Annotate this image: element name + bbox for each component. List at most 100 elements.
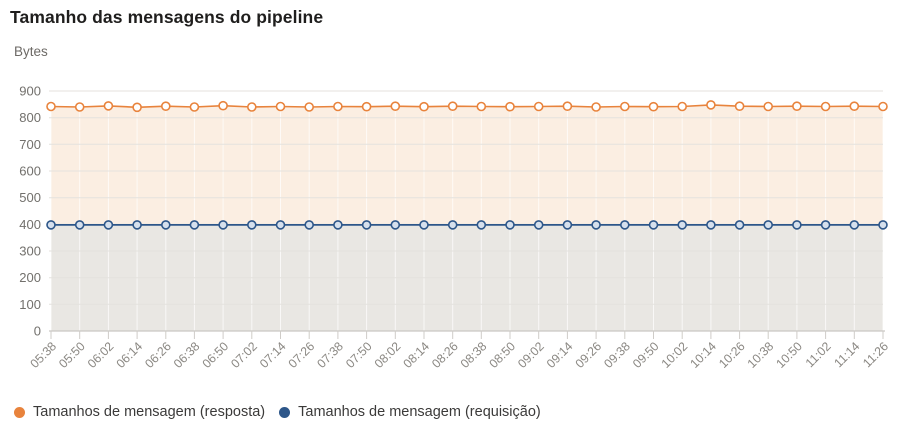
data-point-marker[interactable] (161, 220, 171, 230)
data-point-marker[interactable] (74, 220, 85, 230)
data-point-marker[interactable] (763, 220, 774, 230)
x-axis-tick-label: 07:14 (257, 339, 289, 371)
x-axis-tick-label: 05:38 (27, 339, 59, 371)
x-axis-tick-label: 06:26 (142, 339, 174, 371)
data-point-marker[interactable] (189, 102, 200, 112)
y-axis-tick-label: 200 (19, 270, 41, 285)
x-axis-tick-label: 08:14 (400, 339, 432, 371)
data-point-marker[interactable] (419, 101, 429, 112)
data-point-marker[interactable] (447, 220, 458, 230)
chart-svg: 010020030040050060070080090005:3805:5006… (19, 84, 891, 371)
x-axis-tick-label: 10:14 (687, 339, 719, 371)
data-point-marker[interactable] (218, 100, 228, 111)
data-point-marker[interactable] (849, 101, 860, 111)
data-point-marker[interactable] (247, 220, 257, 230)
data-point-marker[interactable] (103, 101, 114, 111)
data-point-marker[interactable] (562, 220, 573, 230)
data-point-marker[interactable] (619, 101, 630, 112)
data-point-marker[interactable] (275, 220, 286, 230)
chart-title: Tamanho das mensagens do pipeline (10, 7, 324, 27)
y-axis-tick-label: 300 (19, 244, 41, 259)
data-point-marker[interactable] (103, 220, 114, 230)
data-point-marker[interactable] (677, 101, 688, 112)
data-point-marker[interactable] (734, 220, 745, 230)
data-point-marker[interactable] (648, 101, 659, 112)
x-axis-tick-label: 07:38 (314, 339, 346, 371)
y-axis-tick-label: 500 (19, 190, 41, 205)
x-axis-tick-label: 10:50 (773, 339, 805, 371)
x-axis-tick-label: 10:02 (659, 339, 691, 371)
data-point-marker[interactable] (734, 101, 745, 111)
y-axis-tick-label: 600 (19, 164, 41, 179)
data-point-marker[interactable] (619, 220, 630, 230)
legend-item-resposta[interactable]: Tamanhos de mensagem (resposta) (14, 404, 265, 420)
data-point-marker[interactable] (505, 220, 515, 230)
data-point-marker[interactable] (46, 220, 56, 230)
y-axis-tick-label: 0 (34, 324, 41, 339)
series-line-0 (50, 104, 884, 109)
data-point-marker[interactable] (849, 220, 860, 230)
y-axis-tick-label: 400 (19, 217, 41, 232)
x-axis-tick-label: 06:02 (85, 339, 117, 371)
data-point-marker[interactable] (505, 101, 515, 112)
data-point-marker[interactable] (304, 220, 315, 230)
data-point-marker[interactable] (820, 101, 831, 112)
data-point-marker[interactable] (763, 101, 774, 112)
data-point-marker[interactable] (677, 220, 688, 230)
data-point-marker[interactable] (161, 101, 171, 111)
data-point-marker[interactable] (792, 220, 802, 230)
data-point-marker[interactable] (447, 101, 458, 111)
data-point-marker[interactable] (218, 220, 228, 230)
x-axis-tick-label: 07:02 (228, 339, 260, 371)
data-point-marker[interactable] (820, 220, 831, 230)
data-point-marker[interactable] (333, 220, 343, 230)
data-point-marker[interactable] (247, 102, 257, 112)
y-axis-tick-label: 100 (19, 297, 41, 312)
data-point-marker[interactable] (419, 220, 429, 230)
data-point-marker[interactable] (189, 220, 200, 230)
y-axis-unit-label: Bytes (14, 44, 48, 59)
data-point-marker[interactable] (46, 101, 56, 112)
x-axis-tick-label: 09:38 (601, 339, 633, 371)
data-point-marker[interactable] (591, 220, 601, 230)
x-axis-tick-label: 09:02 (515, 339, 547, 371)
data-point-marker[interactable] (878, 220, 888, 230)
data-point-marker[interactable] (792, 101, 802, 111)
data-point-marker[interactable] (591, 102, 601, 112)
legend-dot-resposta (14, 406, 25, 418)
chart-legend: Tamanhos de mensagem (resposta) Tamanhos… (14, 404, 541, 420)
x-axis-tick-label: 08:26 (429, 339, 461, 371)
data-point-marker[interactable] (533, 220, 544, 230)
x-axis-tick-label: 10:26 (716, 339, 748, 371)
x-axis-tick-label: 05:50 (56, 339, 88, 371)
legend-label-resposta: Tamanhos de mensagem (resposta) (33, 404, 266, 420)
data-point-marker[interactable] (476, 220, 487, 230)
data-point-marker[interactable] (878, 101, 888, 112)
data-point-marker[interactable] (333, 101, 343, 112)
data-point-marker[interactable] (476, 101, 487, 112)
x-axis-tick-label: 06:38 (171, 339, 203, 371)
x-axis-tick-label: 08:50 (486, 339, 518, 371)
data-point-marker[interactable] (533, 101, 544, 112)
data-point-marker[interactable] (706, 100, 716, 110)
x-axis-tick-label: 09:14 (544, 339, 576, 371)
legend-label-requisicao: Tamanhos de mensagem (requisição) (298, 404, 541, 420)
x-axis-tick-label: 11:26 (860, 339, 891, 370)
data-point-marker[interactable] (562, 101, 573, 111)
legend-item-requisicao[interactable]: Tamanhos de mensagem (requisição) (279, 404, 541, 420)
data-point-marker[interactable] (132, 220, 142, 230)
data-point-marker[interactable] (390, 220, 401, 230)
data-point-marker[interactable] (361, 101, 372, 112)
data-point-marker[interactable] (361, 220, 372, 230)
y-axis-tick-label: 800 (19, 110, 41, 125)
data-point-marker[interactable] (275, 101, 286, 112)
data-point-marker[interactable] (132, 102, 142, 113)
data-point-marker[interactable] (648, 220, 659, 230)
y-axis-tick-label: 900 (19, 84, 41, 99)
data-point-marker[interactable] (706, 220, 716, 230)
data-point-marker[interactable] (74, 102, 85, 112)
data-point-marker[interactable] (304, 102, 315, 112)
data-point-marker[interactable] (390, 101, 401, 111)
x-axis-tick-label: 10:38 (745, 339, 777, 371)
